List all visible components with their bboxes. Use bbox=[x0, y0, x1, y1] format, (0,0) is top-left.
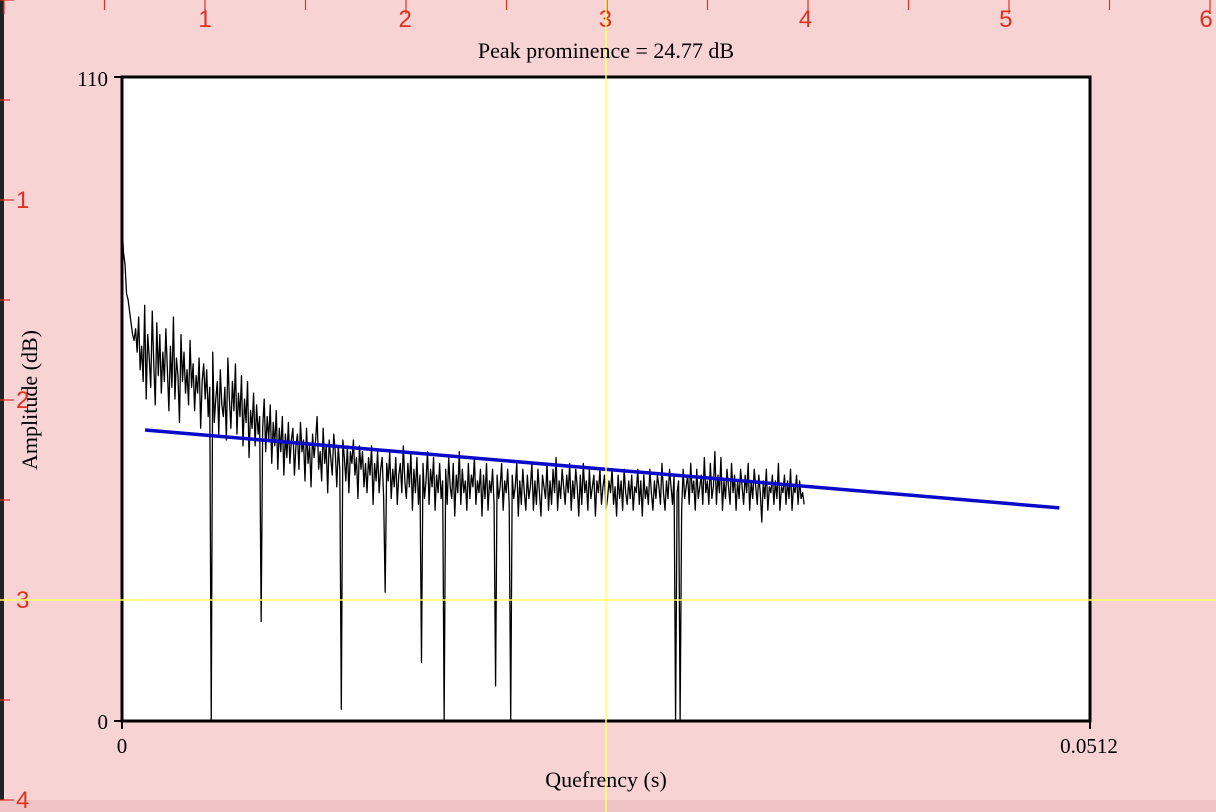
window-edge bbox=[0, 0, 4, 812]
series-layer bbox=[121, 223, 1060, 722]
window-bottom-edge bbox=[0, 800, 1216, 812]
top-ruler: 123456 bbox=[3, 0, 1213, 33]
chart-title: Peak prominence = 24.77 dB bbox=[478, 38, 734, 63]
top-ruler-label: 5 bbox=[999, 6, 1012, 33]
regression-line bbox=[144, 428, 1060, 510]
x-tick-label-max: 0.0512 bbox=[1060, 734, 1118, 758]
y-axis-label: Amplitude (dB) bbox=[17, 330, 42, 470]
cepstrum-line bbox=[121, 223, 805, 722]
left-ruler-label: 4 bbox=[16, 787, 29, 812]
x-tick-label-min: 0 bbox=[117, 734, 128, 758]
top-ruler-label: 6 bbox=[1199, 6, 1212, 33]
top-ruler-label: 2 bbox=[399, 6, 412, 33]
left-ruler-label: 2 bbox=[16, 387, 29, 414]
top-ruler-label: 4 bbox=[799, 6, 812, 33]
x-axis-label: Quefrency (s) bbox=[545, 767, 667, 792]
y-tick-label-min: 0 bbox=[98, 710, 109, 734]
y-tick-label-max: 110 bbox=[77, 67, 108, 91]
left-ruler-label: 1 bbox=[16, 187, 29, 214]
top-ruler-label: 1 bbox=[198, 6, 211, 33]
